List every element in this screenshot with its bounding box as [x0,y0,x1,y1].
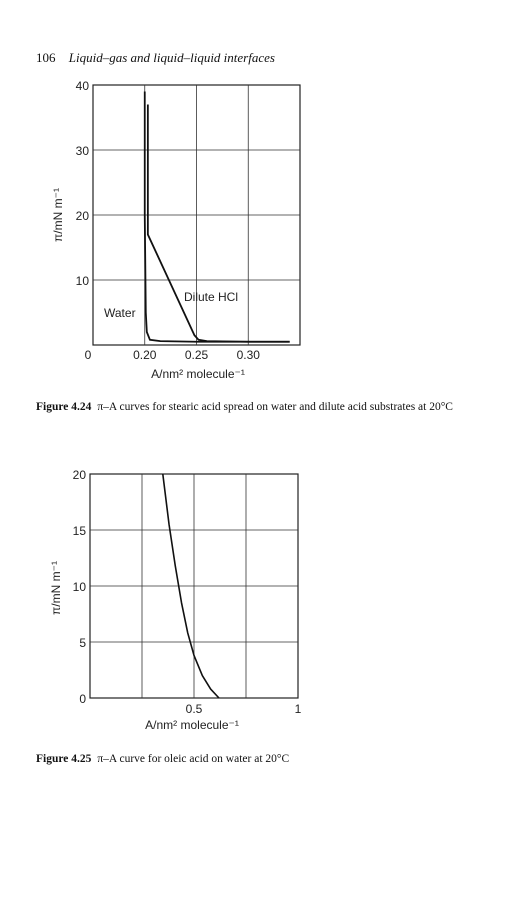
page-header: 106 Liquid–gas and liquid–liquid interfa… [36,50,275,66]
series-line-dilute-hcl [146,104,290,343]
y-tick-label: 15 [73,524,87,538]
annotation-dilute-hcl: Dilute HCl [184,290,238,304]
y-tick-label: 10 [73,580,87,594]
y-tick-label: 5 [79,636,86,650]
running-title: Liquid–gas and liquid–liquid interfaces [68,50,275,65]
y-tick-label: 40 [76,79,90,93]
y-tick-label: 20 [73,468,87,482]
caption-text: π–A curves for stearic acid spread on wa… [97,401,453,413]
annotation-water: Water [104,306,136,320]
page-number: 106 [36,50,56,65]
y-axis-label: π/mN m⁻¹ [51,188,65,242]
caption-label: Figure 4.25 [36,753,92,765]
x-axis-label: A/nm² molecule⁻¹ [145,718,239,732]
y-tick-label: 0 [79,692,86,706]
caption-text: π–A curve for oleic acid on water at 20°… [97,753,290,765]
x-tick-label: 0.20 [133,348,157,362]
x-axis-label: A/nm² molecule⁻¹ [151,367,245,381]
y-tick-label: 30 [76,144,90,158]
x-tick-label: 0.5 [186,702,203,716]
figure-4-25-caption: Figure 4.25 π–A curve for oleic acid on w… [36,752,496,766]
y-axis-label: π/mN m⁻¹ [49,561,63,615]
x-tick-label: 1 [295,702,302,716]
y-tick-label: 20 [76,209,90,223]
x-tick-label: 0 [85,348,92,362]
figure-4-24-caption: Figure 4.24 π–A curves for stearic acid s… [36,400,496,414]
caption-label: Figure 4.24 [36,401,92,413]
y-tick-label: 10 [76,274,90,288]
x-tick-label: 0.30 [237,348,261,362]
series-line-oleic-acid [162,473,220,699]
x-tick-label: 0.25 [185,348,209,362]
